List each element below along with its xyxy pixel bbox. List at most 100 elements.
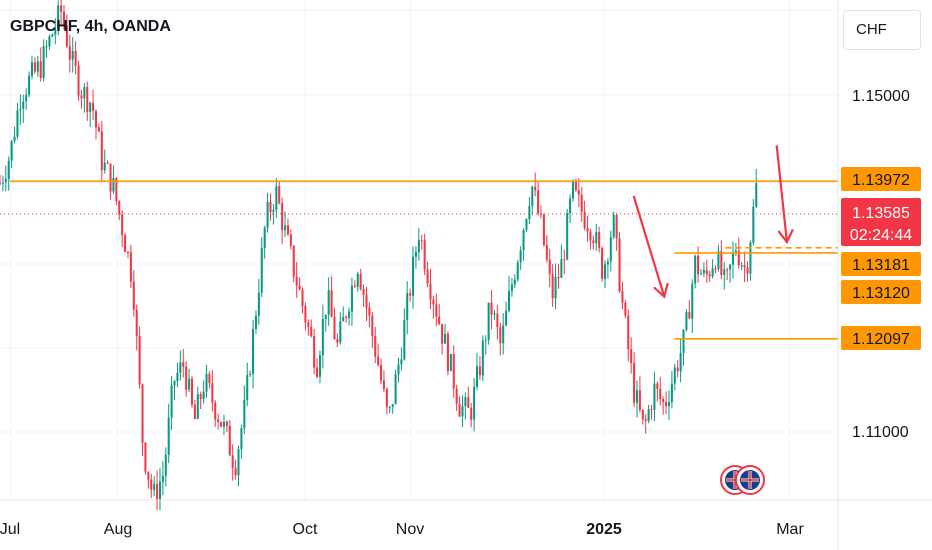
- currency-button[interactable]: CHF: [843, 10, 921, 50]
- levels: [0, 180, 838, 340]
- candle-body: [141, 384, 144, 443]
- candle-body: [676, 367, 679, 372]
- candle-body: [513, 279, 516, 285]
- candle-body: [537, 190, 540, 214]
- candle-body: [121, 214, 124, 236]
- candle-body: [650, 409, 653, 411]
- candle-body: [228, 425, 231, 456]
- candle-body: [665, 402, 668, 406]
- candle-body: [281, 203, 284, 231]
- candle-body: [36, 61, 39, 72]
- candle-body: [275, 186, 278, 210]
- candle-body: [734, 250, 737, 253]
- candle-body: [103, 162, 106, 171]
- grid: [0, 0, 838, 500]
- candle-body: [266, 201, 269, 228]
- candle-body: [164, 454, 167, 476]
- candle-body: [185, 366, 188, 390]
- candle-body: [615, 214, 618, 239]
- candle-body: [150, 479, 153, 490]
- candle-body: [0, 183, 2, 185]
- candle-body: [330, 290, 333, 318]
- candle-body: [624, 302, 627, 316]
- candle-body: [580, 194, 583, 212]
- candle-body: [7, 160, 10, 179]
- candle-body: [705, 269, 708, 275]
- candle-body: [601, 248, 604, 279]
- candle-body: [528, 206, 531, 220]
- x-tick-label: Nov: [396, 521, 424, 538]
- candle-body: [278, 186, 281, 204]
- candle-body: [737, 250, 740, 266]
- candle-body: [656, 383, 659, 389]
- candle-body: [135, 309, 138, 337]
- current-price-text: 1.13585: [852, 205, 910, 222]
- candle-body: [339, 321, 342, 343]
- candle-body: [653, 383, 656, 410]
- candle-body: [627, 315, 630, 350]
- x-tick-label: Mar: [776, 521, 804, 538]
- candle-body: [333, 317, 336, 340]
- candle-body: [115, 178, 118, 202]
- x-tick-label: Aug: [104, 521, 132, 538]
- candle-body: [304, 306, 307, 323]
- candle-body: [289, 234, 292, 246]
- candle-body: [313, 336, 316, 368]
- candle-body: [470, 407, 473, 420]
- candle-body: [222, 421, 225, 427]
- candle-body: [272, 209, 275, 213]
- candle-body: [621, 291, 624, 303]
- candle-body: [720, 251, 723, 275]
- candle-body: [25, 94, 28, 102]
- candle-body: [144, 442, 147, 472]
- candle-body: [33, 62, 36, 72]
- candle-body: [208, 373, 211, 384]
- candle-body: [507, 291, 511, 311]
- candle-body: [688, 311, 691, 319]
- candle-body: [449, 353, 452, 371]
- candle-body: [743, 265, 746, 268]
- candle-body: [592, 240, 595, 244]
- candle-body: [752, 206, 755, 243]
- candle-body: [667, 402, 671, 406]
- candle-body: [394, 374, 397, 405]
- candle-body: [499, 327, 502, 344]
- events[interactable]: [720, 465, 765, 495]
- candle-body: [42, 46, 45, 79]
- candle-body: [100, 131, 103, 171]
- level-tag-text: 1.13181: [852, 257, 910, 274]
- candle-body: [435, 304, 438, 317]
- candle-body: [350, 285, 353, 312]
- candle-body: [327, 290, 330, 315]
- level-tag: [841, 280, 921, 304]
- candle-body: [662, 399, 665, 403]
- candle-body: [382, 380, 385, 390]
- candle-body: [22, 101, 25, 109]
- candle-body: [446, 333, 449, 371]
- candle-body: [30, 62, 34, 76]
- candle-body: [318, 355, 321, 377]
- candle-body: [365, 294, 368, 308]
- candle-body: [539, 213, 543, 215]
- candle-body: [345, 317, 348, 319]
- candle-body: [263, 227, 266, 249]
- candle-body: [254, 315, 257, 329]
- candle-body: [124, 235, 127, 253]
- candle-body: [548, 259, 551, 275]
- arrow-shaft: [632, 195, 666, 297]
- candle-body: [414, 252, 417, 257]
- candle-body: [234, 467, 237, 476]
- candle-body: [659, 388, 662, 400]
- arrow-head: [777, 229, 794, 245]
- candle-body: [16, 110, 19, 137]
- candle-body: [292, 245, 295, 277]
- candle-body: [711, 268, 714, 277]
- candle-body: [199, 394, 202, 400]
- candle-body: [176, 372, 179, 382]
- candle-body: [475, 366, 479, 387]
- x-tick-label: Jul: [0, 521, 20, 538]
- candle-body: [158, 481, 161, 501]
- candle-body: [708, 274, 711, 277]
- candle-body: [202, 391, 205, 400]
